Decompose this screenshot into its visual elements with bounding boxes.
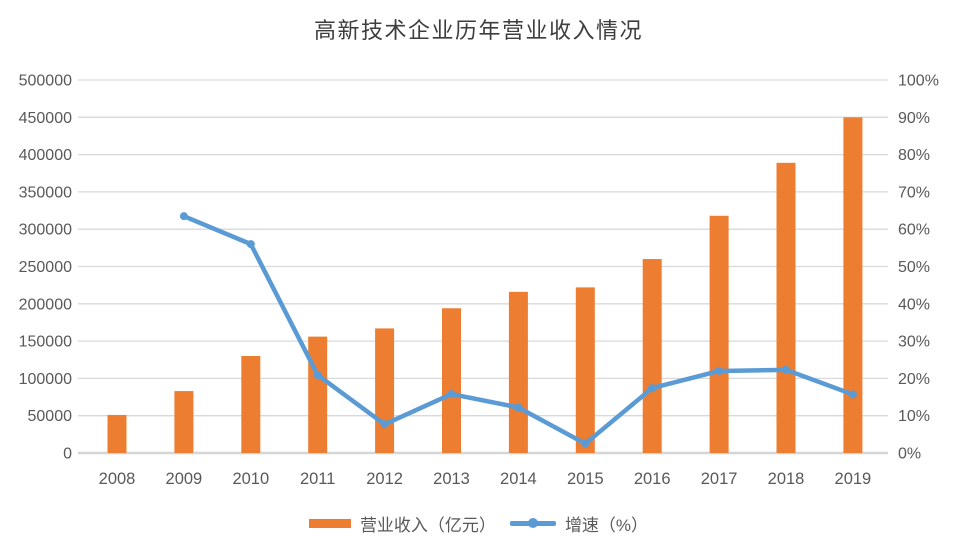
- bar-2014: [508, 291, 528, 453]
- y-axis-left-label: 450000: [19, 110, 72, 127]
- line-marker-2010: [246, 240, 255, 249]
- y-axis-right-label: 90%: [898, 110, 930, 127]
- x-axis-label-2019: 2019: [835, 470, 872, 488]
- y-axis-left-label: 350000: [19, 184, 72, 201]
- y-axis-right-label: 30%: [898, 334, 930, 351]
- bar-2017: [709, 215, 729, 453]
- x-axis-label-2008: 2008: [99, 470, 136, 488]
- line-marker-2011: [313, 371, 322, 380]
- bar-2013: [442, 308, 461, 453]
- x-axis-label-2014: 2014: [500, 470, 537, 488]
- line-marker-2018: [782, 365, 790, 374]
- y-axis-right-label: 70%: [898, 184, 930, 201]
- x-axis-label-2010: 2010: [232, 470, 269, 488]
- y-axis-left-label: 100000: [19, 371, 72, 388]
- y-axis-left-label: 250000: [19, 259, 72, 276]
- bar-2019: [843, 117, 863, 454]
- y-axis-left-label: 200000: [19, 296, 72, 313]
- growth-series-swatch: [509, 518, 556, 528]
- legend-item-revenue: 营业收入（亿元）: [308, 511, 496, 536]
- y-axis-left-label: 150000: [19, 334, 72, 351]
- chart-title: 高新技术企业历年营业收入情况: [313, 18, 643, 43]
- chart-legend: 营业收入（亿元） 增速（%）: [0, 510, 957, 536]
- y-axis-right-label: 60%: [898, 222, 930, 239]
- x-axis-label-2016: 2016: [634, 470, 671, 488]
- x-axis-label-2012: 2012: [366, 470, 403, 488]
- line-marker-2019: [848, 390, 857, 399]
- bar-2011: [308, 336, 328, 453]
- bar-2009: [174, 391, 194, 453]
- line-marker-2016: [648, 384, 657, 393]
- y-axis-left-label: 50000: [28, 408, 73, 425]
- revenue-series-swatch: [308, 518, 351, 528]
- legend-item-growth: 增速（%）: [509, 511, 649, 536]
- bar-2015: [575, 287, 595, 453]
- y-axis-right-label: 40%: [898, 296, 930, 313]
- line-marker-2009: [179, 212, 188, 221]
- y-axis-left-label: 300000: [19, 222, 72, 239]
- bar-2008: [107, 414, 127, 453]
- x-axis-label-2015: 2015: [567, 470, 604, 488]
- x-axis-label-2017: 2017: [701, 470, 738, 488]
- y-axis-right-label: 100%: [898, 73, 939, 90]
- x-axis-label-2009: 2009: [166, 470, 203, 488]
- y-axis-left-label: 500000: [19, 73, 72, 90]
- x-axis-label-2018: 2018: [768, 470, 805, 488]
- line-marker-2014: [514, 403, 523, 412]
- growth-series-marker-icon: [527, 518, 538, 528]
- y-axis-right-label: 20%: [898, 371, 930, 388]
- line-marker-2012: [380, 420, 389, 429]
- y-axis-left-label: 0: [63, 446, 72, 463]
- legend-label-growth: 增速（%）: [564, 515, 649, 535]
- bar-2016: [642, 259, 662, 453]
- legend-label-revenue: 营业收入（亿元）: [359, 515, 496, 535]
- line-marker-2017: [715, 366, 724, 375]
- bar-2010: [241, 356, 261, 453]
- x-axis-label-2013: 2013: [433, 470, 470, 488]
- bar-2012: [375, 328, 395, 453]
- y-axis-right-label: 0%: [898, 446, 921, 463]
- bar-2018: [776, 162, 796, 453]
- y-axis-right-label: 80%: [898, 147, 930, 164]
- line-marker-2013: [447, 390, 456, 399]
- line-marker-2015: [581, 439, 590, 448]
- y-axis-right-label: 10%: [898, 408, 930, 425]
- x-axis-label-2011: 2011: [300, 470, 335, 488]
- y-axis-left-label: 400000: [19, 147, 72, 164]
- y-axis-right-label: 50%: [898, 259, 930, 276]
